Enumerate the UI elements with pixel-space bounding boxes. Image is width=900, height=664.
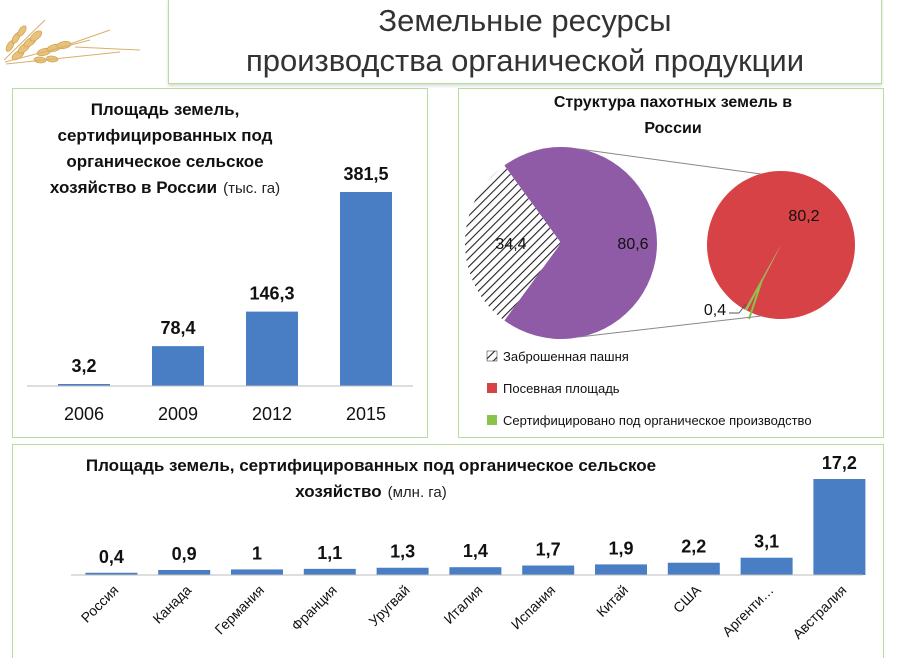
bar-russia-2015 <box>340 192 392 386</box>
countries-area-bar-chart: Площадь земель, сертифицированных под ор… <box>71 453 866 642</box>
pie-slice-sown <box>707 171 856 320</box>
chart3-unit: (млн. га) <box>388 484 447 501</box>
legend-swatch-abandoned <box>486 350 498 362</box>
countries-area-chart-panel: Площадь земель, сертифицированных под ор… <box>12 444 884 658</box>
bar-value-label: 1 <box>252 543 262 563</box>
x-tick-label: 2009 <box>158 404 198 424</box>
bar-value-label: 3,2 <box>71 356 96 376</box>
chart1-title-line4: хозяйство в России (тыс. га) <box>50 178 280 197</box>
bar-russia-2006 <box>58 384 110 386</box>
pie-slice-sown-total <box>504 147 657 339</box>
pie-label-organic: 0,4 <box>704 302 726 319</box>
bar-value-label: 0,9 <box>172 544 197 564</box>
chart1-title-line2: сертифицированных под <box>58 126 273 145</box>
chart1-title-line3: органическое сельское <box>66 152 263 171</box>
x-tick-label: Франция <box>288 582 340 634</box>
bar-value-label: 1,3 <box>390 542 415 562</box>
arable-structure-pie-chart: Структура пахотных земель в России 34,4 8… <box>465 94 856 428</box>
chart1-unit: (тыс. га) <box>223 180 280 197</box>
legend-swatch-sown <box>487 383 497 393</box>
bar-value-label: 1,1 <box>317 543 342 563</box>
chart2-title-line2: России <box>644 120 701 137</box>
bar-country <box>303 568 356 575</box>
bar-russia-2009 <box>152 346 204 386</box>
x-tick-label: Аргенти… <box>719 582 777 640</box>
chart3-title-last: хозяйство <box>295 482 381 501</box>
x-tick-label: 2015 <box>346 404 386 424</box>
pie-label-sown: 80,2 <box>788 208 819 225</box>
x-tick-label: Австралия <box>789 582 849 642</box>
bar-value-label: 78,4 <box>160 318 195 338</box>
legend-label-organic: Сертифицировано под органическое произво… <box>503 413 812 428</box>
bar-value-label: 0,4 <box>99 547 124 567</box>
wheat-icon <box>3 19 141 65</box>
page-title: Земельные ресурсы производства органичес… <box>169 1 881 81</box>
chart2-legend: Заброшенная пашня Посевная площадь Серти… <box>486 349 812 428</box>
bar-country <box>522 565 575 575</box>
bar-country <box>158 569 211 575</box>
chart3-title-line2: хозяйство (млн. га) <box>295 482 447 501</box>
bar-value-label: 3,1 <box>754 532 779 552</box>
pie-slice-organic <box>744 245 781 311</box>
x-tick-label: Китай <box>593 582 631 620</box>
organic-leader-line <box>738 303 747 314</box>
bar-country <box>376 567 429 575</box>
bar-value-label: 1,7 <box>536 540 561 560</box>
chart1-title-last: хозяйство в России <box>50 178 217 197</box>
chart1-title-line1: Площадь земель, <box>91 100 240 119</box>
russia-area-chart-panel: Площадь земель, сертифицированных под ор… <box>12 88 428 438</box>
page-title-line2: производства органической продукции <box>245 43 805 78</box>
legend-swatch-organic <box>487 415 497 425</box>
arable-structure-panel: Структура пахотных земель в России 34,4 8… <box>458 88 884 438</box>
x-tick-label: Испания <box>508 582 559 633</box>
pie-connector-line <box>578 315 762 338</box>
page-title-line1: Земельные ресурсы <box>378 3 672 38</box>
bar-country <box>85 572 138 575</box>
title-panel: Земельные ресурсы производства органичес… <box>168 0 882 84</box>
x-tick-label: Канада <box>149 582 194 627</box>
bar-value-label: 381,5 <box>343 164 388 184</box>
x-tick-label: Италия <box>440 582 485 627</box>
bar-country <box>595 564 647 575</box>
bar-country <box>667 562 720 575</box>
bar-value-label: 1,4 <box>463 541 488 561</box>
bar-value-label: 1,9 <box>608 538 633 558</box>
pie-label-sown-total: 80,6 <box>617 236 648 253</box>
bar-country <box>231 569 283 575</box>
bar-country <box>740 557 793 575</box>
x-tick-label: Германия <box>211 582 267 638</box>
x-tick-label: 2012 <box>252 404 292 424</box>
x-tick-label: США <box>670 581 705 616</box>
x-tick-label: Россия <box>78 582 122 626</box>
x-tick-label: 2006 <box>64 404 104 424</box>
x-tick-label: Уругвай <box>365 582 412 629</box>
legend-label-abandoned: Заброшенная пашня <box>503 349 629 364</box>
pie-label-abandoned: 34,4 <box>495 236 526 253</box>
pie-connector-line <box>578 148 762 175</box>
organic-slice-marker <box>748 280 763 320</box>
legend-label-sown: Посевная площадь <box>503 381 620 396</box>
bar-value-label: 17,2 <box>822 453 857 473</box>
pie-slice-abandoned <box>465 165 561 321</box>
russia-area-bar-chart: Площадь земель, сертифицированных под ор… <box>27 100 413 424</box>
bar-country <box>813 479 866 575</box>
bar-value-label: 146,3 <box>249 284 294 304</box>
chart2-title-line1: Структура пахотных земель в <box>554 94 792 111</box>
chart3-title-line1: Площадь земель, сертифицированных под ор… <box>86 456 656 475</box>
bar-russia-2012 <box>246 311 298 386</box>
bar-value-label: 2,2 <box>681 537 706 557</box>
bar-country <box>449 567 502 575</box>
